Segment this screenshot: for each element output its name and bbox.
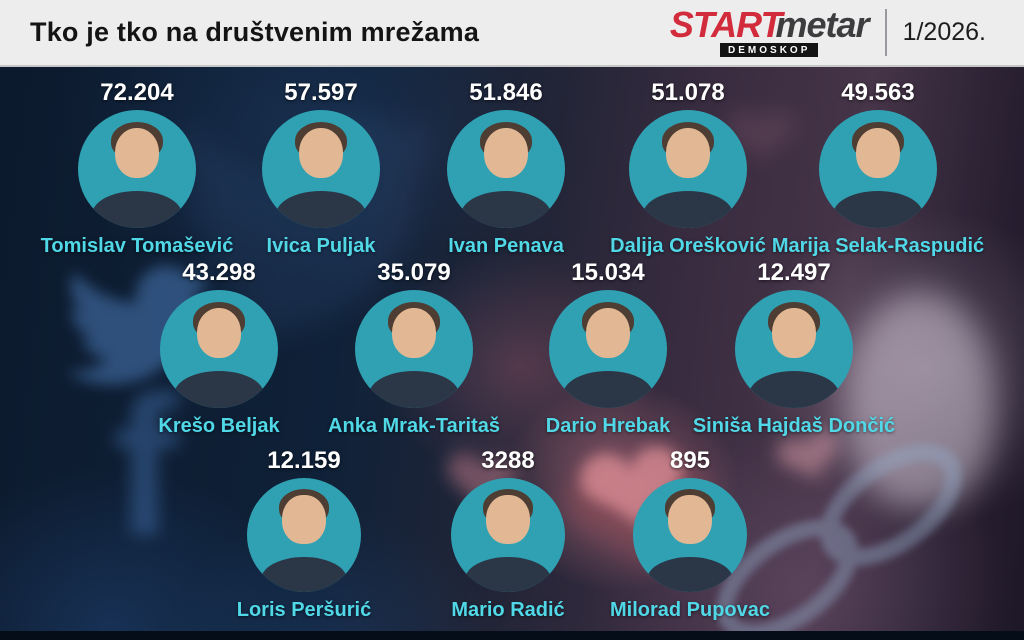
avatar-shoulders [646,556,734,592]
avatar-head [771,307,817,359]
page-title: Tko je tko na društvenim mrežama [30,17,480,47]
person-card: 12.497 Siniša Hajdaš Dončić [684,260,904,438]
avatar-shoulders [563,371,653,408]
follower-count: 15.034 [571,259,645,286]
logo-wordmark-block: STARTmetar DEMOSKOP [670,7,870,57]
bottom-edge-strip [0,631,1024,640]
logo-wordmark: STARTmetar [670,7,870,43]
follower-count: 51.078 [651,79,725,106]
avatar-head [486,495,530,545]
person-avatar [735,290,853,408]
person-name: Ivan Penava [448,235,564,257]
person-avatar [160,290,278,408]
follower-count: 12.497 [757,259,831,286]
chart-area: f ❤ ❤ ❤ ❤ ❤ 72.204 Tomislav Tomašević 57… [0,67,1024,640]
person-card: 57.597 Ivica Puljak [211,80,431,258]
person-name: Milorad Pupovac [609,599,771,621]
avatar-shoulders [174,371,264,408]
avatar-head [114,127,160,179]
person-name: Loris Peršurić [236,599,372,621]
follower-count: 72.204 [100,79,174,106]
logo-start-text: START [669,4,783,46]
avatar-head [483,127,529,179]
person-name: Marija Selak-Raspudić [771,235,985,257]
person-avatar [262,110,380,228]
person-name: Ivica Puljak [266,235,376,257]
avatar-shoulders [461,191,551,228]
logo-demoskop-badge: DEMOSKOP [720,42,819,57]
avatar-shoulders [643,191,733,228]
follower-count: 35.079 [377,259,451,286]
person-card: 43.298 Krešo Beljak [109,260,329,438]
person-card: 3288 Mario Radić [398,448,618,622]
avatar-shoulders [749,371,839,408]
person-name: Krešo Beljak [158,415,280,437]
person-name: Mario Radić [451,599,565,621]
person-name: Dario Hrebak [545,415,671,437]
person-card: 49.563 Marija Selak-Raspudić [768,80,988,258]
avatar-head [196,307,242,359]
avatar-head [668,495,712,545]
person-avatar [549,290,667,408]
avatar-shoulders [92,191,182,228]
person-name: Dalija Orešković [610,235,766,257]
avatar-shoulders [260,556,348,592]
person-avatar [633,478,747,592]
startmetar-logo: STARTmetar DEMOSKOP 1/2026. [670,7,986,57]
person-card: 895 Milorad Pupovac [580,448,800,622]
follower-count: 51.846 [469,79,543,106]
avatar-head [855,127,901,179]
person-avatar [819,110,937,228]
follower-count: 895 [669,447,711,474]
follower-count: 57.597 [284,79,358,106]
person-avatar [355,290,473,408]
avatar-shoulders [369,371,459,408]
person-name: Anka Mrak-Taritaš [328,415,500,437]
person-card: 12.159 Loris Peršurić [194,448,414,622]
header-bar: Tko je tko na društvenim mrežama STARTme… [0,0,1024,67]
avatar-head [665,127,711,179]
person-card: 15.034 Dario Hrebak [498,260,718,438]
avatar-shoulders [833,191,923,228]
follower-count: 3288 [481,447,535,474]
person-avatar [451,478,565,592]
person-avatar [78,110,196,228]
person-name: Siniša Hajdaš Dončić [692,415,896,437]
person-card: 72.204 Tomislav Tomašević [27,80,247,258]
person-card: 51.078 Dalija Orešković [578,80,798,258]
avatar-head [282,495,326,545]
person-avatar [247,478,361,592]
avatar-head [298,127,344,179]
logo-metar-text: metar [775,4,870,46]
logo-divider [884,8,887,56]
avatar-head [585,307,631,359]
avatar-shoulders [276,191,366,228]
avatar-head [391,307,437,359]
person-avatar [629,110,747,228]
avatar-shoulders [464,556,552,592]
person-card: 35.079 Anka Mrak-Taritaš [304,260,524,438]
issue-date: 1/2026. [902,17,986,46]
person-card: 51.846 Ivan Penava [396,80,616,258]
follower-count: 12.159 [267,447,341,474]
follower-count: 49.563 [841,79,915,106]
follower-count: 43.298 [182,259,256,286]
person-avatar [447,110,565,228]
person-name: Tomislav Tomašević [40,235,234,257]
